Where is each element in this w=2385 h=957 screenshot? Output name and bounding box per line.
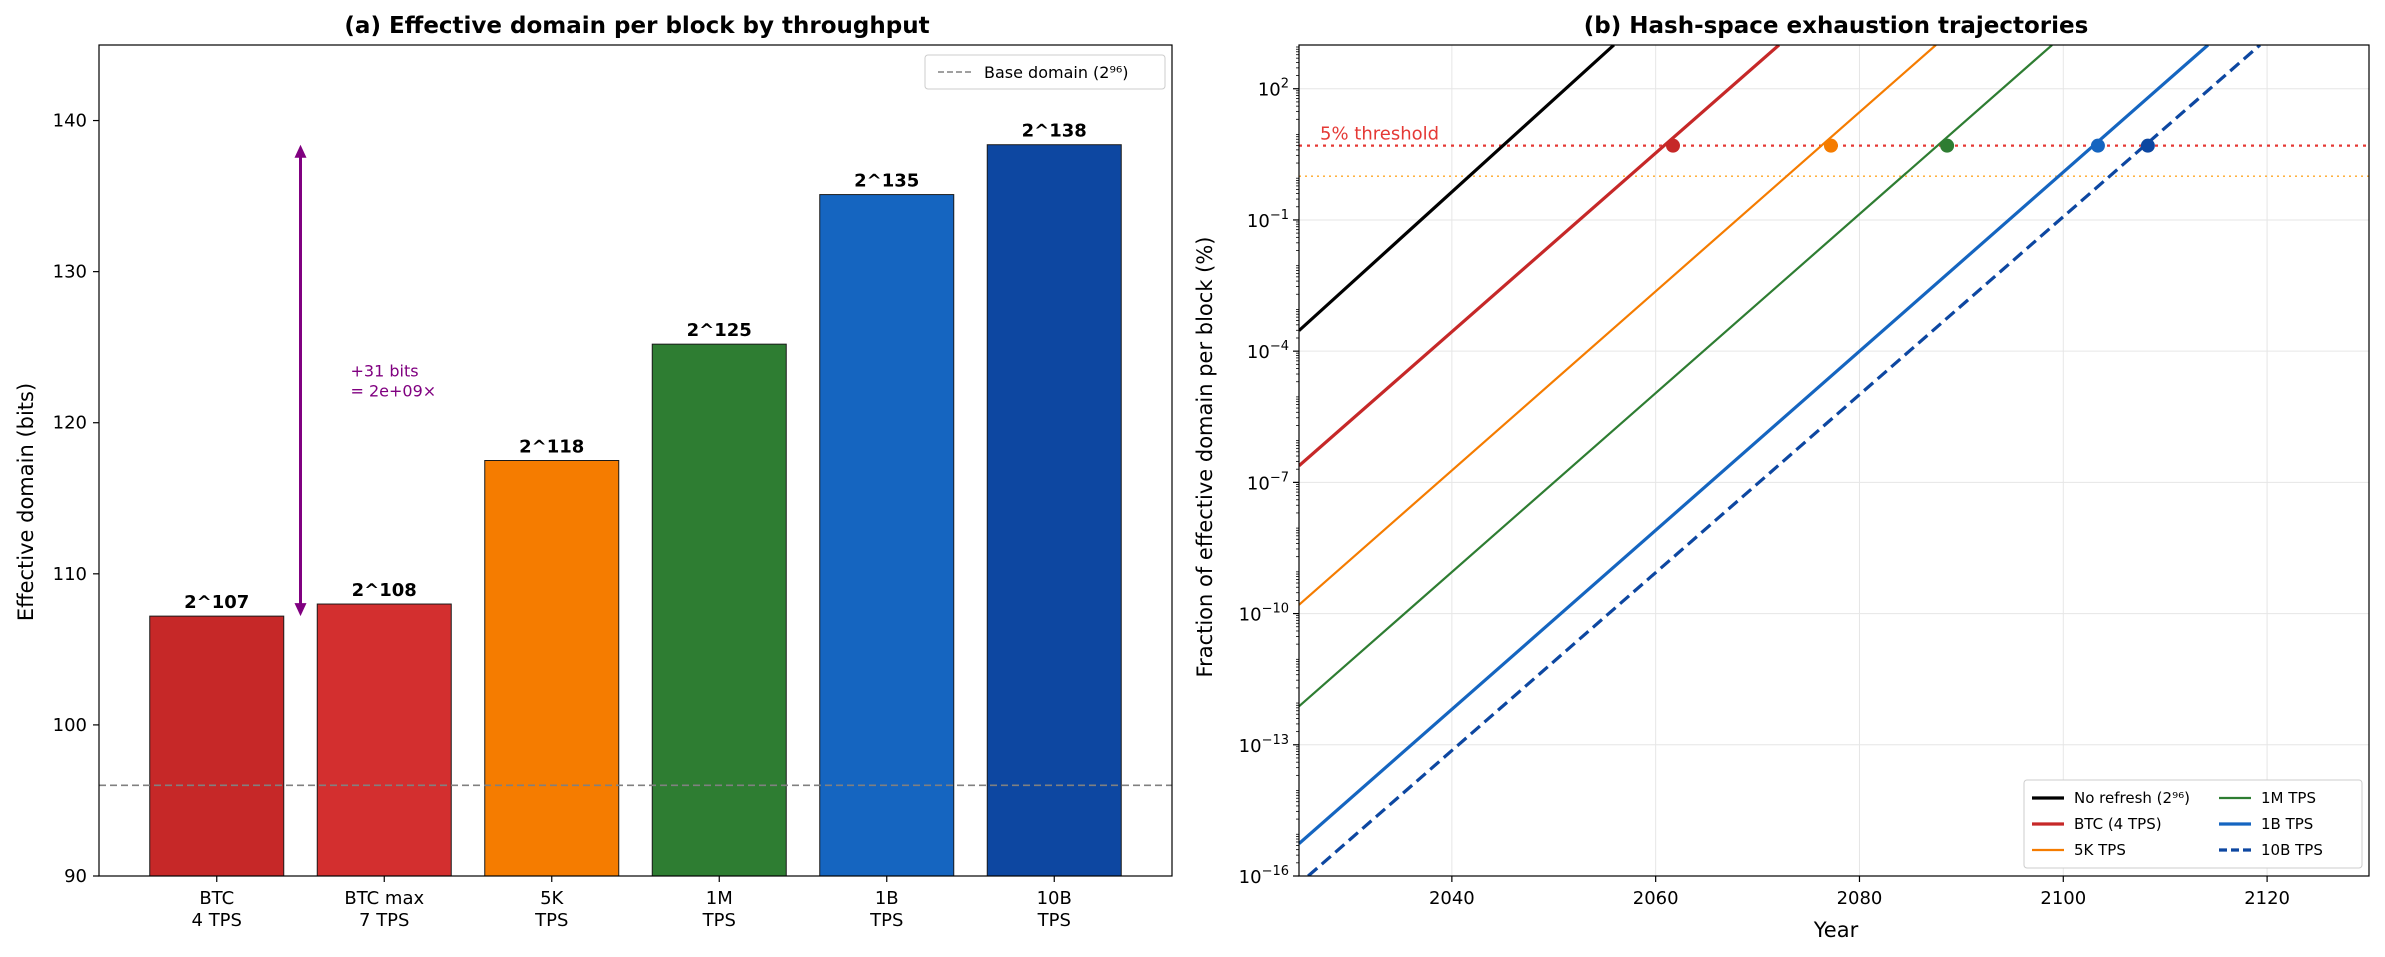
threshold-marker-5 <box>2140 138 2155 153</box>
panel-a-y-tick-label: 100 <box>53 715 87 736</box>
bar-4 <box>819 194 955 877</box>
bar-3 <box>651 343 787 877</box>
legend-label-4: 1B TPS <box>2261 815 2313 833</box>
legend-label-2: 5K TPS <box>2074 841 2126 859</box>
panel-a-y-tick-label: 120 <box>53 413 87 434</box>
series-line-5 <box>1307 45 2262 876</box>
panel-b-y-axis-label: Fraction of effective domain per block (… <box>1193 237 1217 678</box>
panel-a-x-tick-label: 1M <box>706 888 733 909</box>
panel-b-y-tick-label: 10−1 <box>1247 208 1289 232</box>
panel-b-line-chart: (b) Hash-space exhaustion trajectories F… <box>1193 13 2370 942</box>
panel-b-legend-box <box>2023 779 2363 869</box>
panel-b-y-tick-label: 10−10 <box>1239 602 1289 626</box>
series-line-2 <box>1299 45 1937 606</box>
panel-a-x-tick-label: 5K <box>540 888 564 909</box>
annotation-text: +31 bits <box>351 361 419 380</box>
legend-label-1: BTC (4 TPS) <box>2074 815 2162 833</box>
legend-label-5: 10B TPS <box>2261 841 2323 859</box>
bar-5 <box>986 144 1122 877</box>
threshold-label: 5% threshold <box>1320 124 1439 145</box>
panel-b-x-tick-label: 2100 <box>2040 888 2086 909</box>
bar-0 <box>149 615 285 877</box>
panel-a-x-tick-label: BTC max <box>344 888 424 909</box>
panel-a-x-tick-label: 10B <box>1037 888 1072 909</box>
panel-a-x-tick-label: TPS <box>869 910 903 931</box>
panel-a-title: (a) Effective domain per block by throug… <box>344 13 929 39</box>
annotation-arrow-head-top <box>294 144 307 158</box>
threshold-marker-1 <box>1665 138 1680 153</box>
panel-b-x-tick-label: 2080 <box>1837 888 1883 909</box>
panel-b-y-tick-label: 102 <box>1258 77 1289 101</box>
panel-b-legend: No refresh (2⁹⁶) BTC (4 TPS) 5K TPS 1M TPS 1… <box>2023 779 2363 869</box>
bar-data-label: 2^125 <box>687 320 752 341</box>
panel-b-x-tick-label: 2120 <box>2244 888 2290 909</box>
legend-label-3: 1M TPS <box>2261 789 2316 807</box>
panel-b-frame <box>1298 44 2370 877</box>
panel-a-legend-box <box>924 54 1166 90</box>
annotation-arrow-head-bottom <box>294 603 307 617</box>
bar-2 <box>484 460 620 877</box>
series-line-4 <box>1299 45 2210 845</box>
panel-a-x-tick-label: TPS <box>702 910 736 931</box>
panel-a-x-tick-label: BTC <box>199 888 234 909</box>
panel-a-y-tick-label: 140 <box>53 111 87 132</box>
series-line-3 <box>1299 45 2053 708</box>
panel-b-x-tick-label: 2040 <box>1429 888 1475 909</box>
panel-a-y-tick-label: 110 <box>53 564 87 585</box>
panel-b-y-tick-label: 10−4 <box>1247 339 1289 363</box>
legend-baseline-label: Base domain (2⁹⁶) <box>984 63 1129 82</box>
panel-a-x-tick-label: TPS <box>1037 910 1071 931</box>
threshold-marker-2 <box>1823 138 1838 153</box>
panel-a-x-tick-label: TPS <box>534 910 568 931</box>
legend-label-0: No refresh (2⁹⁶) <box>2074 789 2190 807</box>
bar-data-label: 2^108 <box>352 580 417 601</box>
bar-1 <box>316 603 452 877</box>
panel-b-y-tick-label: 10−16 <box>1239 864 1289 888</box>
panel-a-x-tick-label: 1B <box>875 888 899 909</box>
annotation-text: = 2e+09× <box>351 381 437 400</box>
series-line-1 <box>1299 45 1781 467</box>
bar-data-label: 2^138 <box>1022 121 1087 142</box>
panel-b-title: (b) Hash-space exhaustion trajectories <box>1584 13 2089 39</box>
panel-a-legend: Base domain (2⁹⁶) <box>924 54 1166 90</box>
panel-a-frame <box>98 44 1173 877</box>
bar-data-label: 2^107 <box>184 592 249 613</box>
panel-a-x-tick-label: 4 TPS <box>192 910 242 931</box>
bar-data-label: 2^118 <box>519 437 584 458</box>
panel-a-bar-chart: (a) Effective domain per block by throug… <box>14 13 1173 931</box>
bar-data-label: 2^135 <box>854 171 919 192</box>
panel-a-y-axis-label: Effective domain (bits) <box>14 383 38 621</box>
threshold-marker-4 <box>2090 138 2105 153</box>
series-line-0 <box>1299 45 1615 332</box>
panel-b-x-axis-label: Year <box>1813 918 1859 942</box>
panel-b-x-tick-label: 2060 <box>1633 888 1679 909</box>
panel-b-y-tick-label: 10−13 <box>1239 733 1289 757</box>
panel-a-y-tick-label: 130 <box>53 262 87 283</box>
panel-b-y-tick-label: 10−7 <box>1247 470 1289 494</box>
series-lines <box>1299 45 2262 876</box>
threshold-marker-3 <box>1940 138 1955 153</box>
panel-a-y-tick-label: 90 <box>64 866 87 887</box>
panel-a-x-tick-label: 7 TPS <box>359 910 409 931</box>
